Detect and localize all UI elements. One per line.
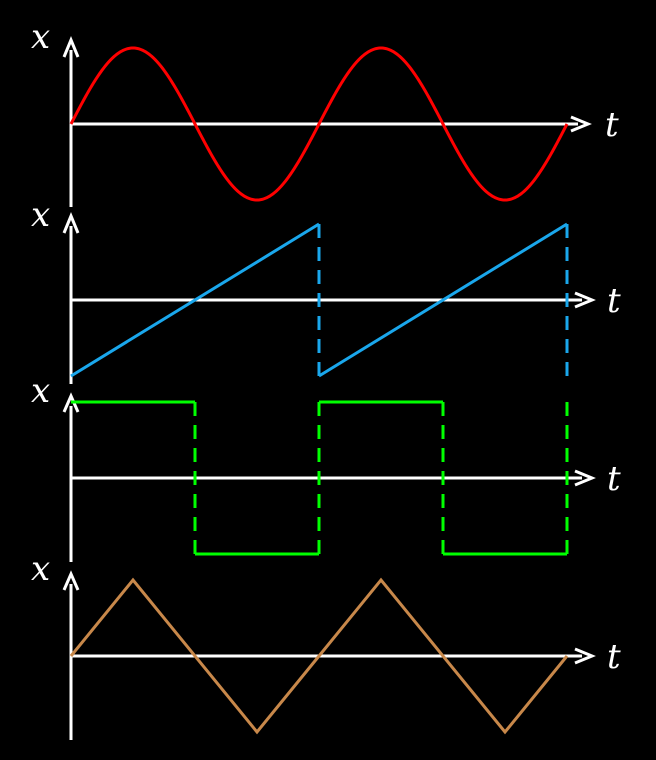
square-x-axis-arrowhead xyxy=(62,392,80,413)
panel-square: x t xyxy=(31,371,621,562)
square-wave xyxy=(71,400,567,556)
panel-triangle: x t xyxy=(31,549,621,740)
triangle-t-axis-arrowhead xyxy=(574,647,596,665)
sawtooth-t-axis-arrowhead xyxy=(574,291,596,309)
triangle-x-label: x xyxy=(31,549,50,589)
triangle-x-axis-arrowhead xyxy=(62,570,80,591)
sawtooth-wave xyxy=(70,222,568,378)
sawtooth-discontinuity-lines xyxy=(317,224,569,376)
sine-t-label: t xyxy=(605,105,619,145)
panel-sawtooth: x t xyxy=(31,195,621,384)
sine-x-label: x xyxy=(31,17,50,57)
panel-sine: x t xyxy=(31,17,619,207)
square-t-axis-arrowhead xyxy=(574,469,596,487)
sawtooth-x-label: x xyxy=(31,195,50,235)
sine-t-axis-arrowhead xyxy=(570,115,592,133)
square-t-label: t xyxy=(607,459,621,499)
sine-x-axis-arrowhead xyxy=(62,36,80,58)
triangle-wave xyxy=(69,577,569,735)
triangle-t-label: t xyxy=(607,637,621,677)
sawtooth-x-axis-arrowhead xyxy=(62,212,80,234)
sine-wave xyxy=(69,46,569,202)
square-transition-lines xyxy=(193,402,569,554)
square-x-label: x xyxy=(31,371,50,411)
sawtooth-t-label: t xyxy=(607,281,621,321)
